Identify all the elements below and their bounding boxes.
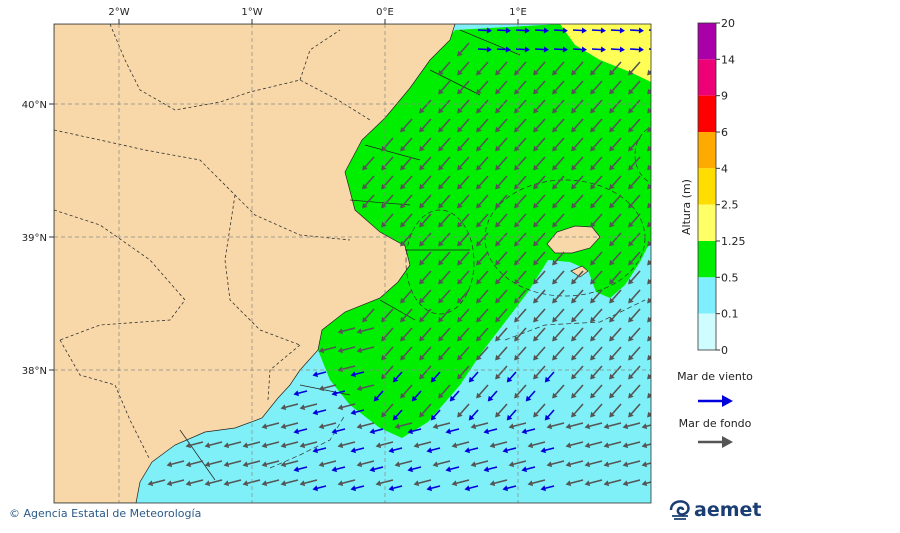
colorbar-tick-label: 0.1	[721, 308, 739, 321]
colorbar-tick-label: 4	[721, 162, 728, 175]
colorbar-ticks: 20 14 9 6 4 2.5 1.25 0.5 0.1 0	[716, 17, 746, 357]
colorbar-block	[698, 277, 716, 314]
lon-label-1w: 1°W	[241, 7, 262, 18]
colorbar-block	[698, 132, 716, 169]
colorbar-tick-label: 20	[721, 17, 735, 30]
colorbar-tick-label: 1.25	[721, 235, 746, 248]
map-area	[54, 24, 651, 503]
colorbar-axis-label: Altura (m)	[680, 179, 693, 235]
colorbar-tick-label: 14	[721, 53, 735, 66]
aemet-logo-text: aemet	[694, 499, 762, 521]
colorbar-block	[698, 204, 716, 241]
arrow-legend: Mar de viento Mar de fondo	[677, 370, 753, 448]
aemet-logo: aemet	[668, 498, 761, 522]
lon-ticks: 2°W 1°W 0°E 1°E	[108, 7, 527, 24]
copyright-notice: © Agencia Estatal de Meteorología	[9, 507, 202, 520]
graticule	[54, 24, 651, 503]
colorbar-tick-label: 9	[721, 90, 728, 103]
colorbar-block	[698, 95, 716, 132]
colorbar-block	[698, 168, 716, 205]
lat-ticks: 40°N 39°N 38°N	[22, 100, 54, 377]
colorbar-block	[698, 59, 716, 96]
lat-label-40n: 40°N	[22, 100, 47, 111]
land-iberia	[54, 24, 456, 503]
colorbar-tick-label: 0	[721, 344, 728, 357]
lon-label-0e: 0°E	[376, 7, 394, 18]
lat-label-39n: 39°N	[22, 233, 47, 244]
colorbar: 20 14 9 6 4 2.5 1.25 0.5 0.1 0 Altura (m)	[680, 17, 746, 357]
land-formentera	[570, 265, 589, 278]
aemet-swirl-icon	[669, 500, 690, 520]
zone-boundaries	[269, 126, 651, 469]
wave-zone-yellow	[560, 24, 651, 82]
wave-direction-arrows	[147, 27, 651, 492]
coastal-zone-lines	[179, 29, 521, 481]
lon-label-2w: 2°W	[108, 7, 129, 18]
colorbar-tick-label: 0.5	[721, 271, 739, 284]
colorbar-blocks	[698, 23, 716, 350]
legend-wind-sea-arrow	[698, 395, 733, 407]
map-frame	[53, 23, 652, 504]
legend-swell-arrow	[698, 436, 733, 448]
lat-label-38n: 38°N	[22, 366, 47, 377]
legend-swell-label: Mar de fondo	[679, 417, 752, 430]
colorbar-tick-label: 6	[721, 126, 728, 139]
lon-label-1e: 1°E	[509, 7, 527, 18]
colorbar-block	[698, 241, 716, 278]
province-borders	[54, 24, 371, 461]
colorbar-block	[698, 23, 716, 60]
colorbar-block	[698, 313, 716, 350]
legend-wind-sea-label: Mar de viento	[677, 370, 753, 383]
colorbar-tick-label: 2.5	[721, 199, 739, 212]
